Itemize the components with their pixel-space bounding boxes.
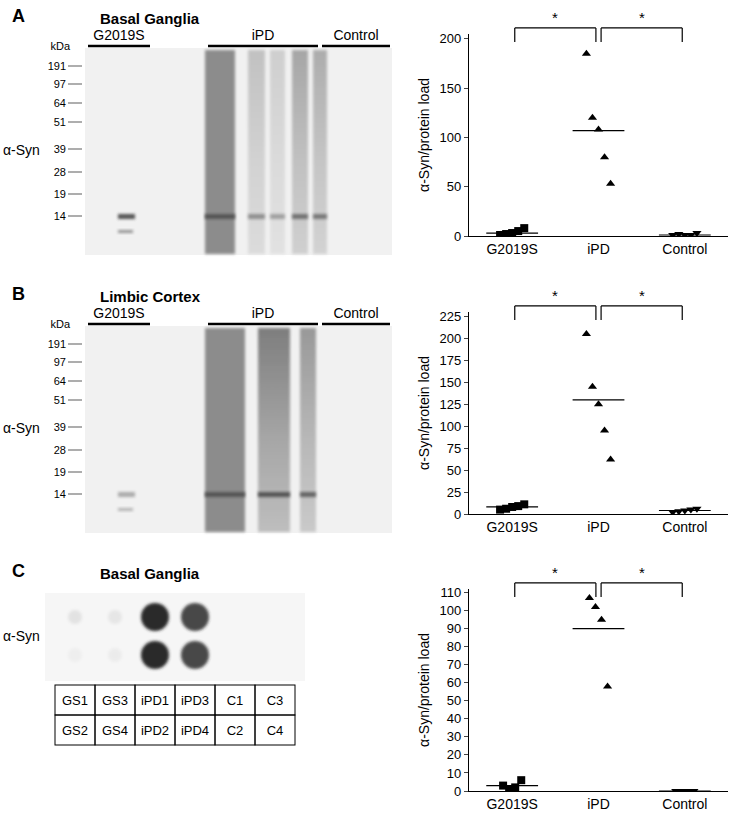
svg-text:*: *: [639, 9, 645, 26]
svg-text:20: 20: [447, 747, 461, 762]
svg-text:200: 200: [439, 31, 461, 46]
svg-text:α-Syn/protein load: α-Syn/protein load: [416, 633, 432, 747]
svg-text:iPD2: iPD2: [141, 723, 169, 738]
svg-text:25: 25: [447, 485, 461, 500]
svg-text:150: 150: [439, 81, 461, 96]
svg-text:C2: C2: [227, 723, 244, 738]
svg-text:α-Syn: α-Syn: [3, 420, 40, 436]
svg-text:97: 97: [54, 356, 66, 368]
svg-text:α-Syn: α-Syn: [3, 142, 40, 158]
svg-text:GS2: GS2: [62, 723, 88, 738]
svg-text:C3: C3: [267, 693, 284, 708]
svg-text:100: 100: [439, 130, 461, 145]
svg-text:G2019S: G2019S: [486, 519, 537, 535]
svg-text:50: 50: [447, 179, 461, 194]
svg-text:*: *: [552, 287, 558, 304]
svg-text:19: 19: [54, 466, 66, 478]
svg-text:80: 80: [447, 639, 461, 654]
svg-text:97: 97: [54, 78, 66, 90]
svg-text:191: 191: [48, 338, 66, 350]
svg-text:Control: Control: [662, 241, 707, 257]
svg-text:19: 19: [54, 188, 66, 200]
svg-text:175: 175: [439, 353, 461, 368]
svg-text:28: 28: [54, 444, 66, 456]
svg-text:14: 14: [54, 488, 66, 500]
svg-text:50: 50: [447, 463, 461, 478]
svg-text:G2019S: G2019S: [486, 241, 537, 257]
svg-text:α-Syn/protein load: α-Syn/protein load: [416, 78, 432, 192]
svg-text:kDa: kDa: [50, 318, 70, 330]
svg-text:39: 39: [54, 143, 66, 155]
svg-text:iPD: iPD: [587, 519, 610, 535]
svg-text:90: 90: [447, 621, 461, 636]
svg-text:α-Syn/protein load: α-Syn/protein load: [416, 356, 432, 470]
svg-text:Basal Ganglia: Basal Ganglia: [100, 565, 200, 582]
svg-text:51: 51: [54, 394, 66, 406]
svg-text:*: *: [552, 9, 558, 26]
svg-text:*: *: [639, 564, 645, 581]
svg-text:100: 100: [439, 603, 461, 618]
svg-text:30: 30: [447, 729, 461, 744]
svg-text:C4: C4: [267, 723, 284, 738]
svg-text:70: 70: [447, 657, 461, 672]
svg-text:100: 100: [439, 419, 461, 434]
svg-text:C: C: [12, 561, 25, 581]
svg-text:A: A: [12, 6, 25, 26]
svg-text:GS4: GS4: [102, 723, 128, 738]
svg-text:GS1: GS1: [62, 693, 88, 708]
svg-text:51: 51: [54, 116, 66, 128]
svg-text:kDa: kDa: [50, 40, 70, 52]
svg-text:iPD: iPD: [587, 241, 610, 257]
svg-text:*: *: [639, 287, 645, 304]
svg-text:Control: Control: [333, 305, 378, 321]
svg-text:B: B: [12, 284, 25, 304]
svg-text:28: 28: [54, 166, 66, 178]
svg-text:*: *: [552, 564, 558, 581]
svg-text:39: 39: [54, 421, 66, 433]
svg-text:G2019S: G2019S: [93, 305, 144, 321]
svg-text:iPD1: iPD1: [141, 693, 169, 708]
svg-text:G2019S: G2019S: [486, 796, 537, 812]
svg-text:0: 0: [454, 229, 461, 244]
svg-text:Control: Control: [333, 27, 378, 43]
svg-text:C1: C1: [227, 693, 244, 708]
svg-text:10: 10: [447, 766, 461, 781]
svg-text:0: 0: [454, 507, 461, 522]
svg-text:iPD: iPD: [587, 796, 610, 812]
svg-text:iPD: iPD: [252, 305, 275, 321]
svg-text:125: 125: [439, 397, 461, 412]
svg-text:64: 64: [54, 375, 66, 387]
svg-text:50: 50: [447, 693, 461, 708]
svg-text:Limbic Cortex: Limbic Cortex: [100, 288, 201, 305]
svg-text:191: 191: [48, 60, 66, 72]
svg-text:GS3: GS3: [102, 693, 128, 708]
svg-text:Control: Control: [662, 519, 707, 535]
svg-text:Control: Control: [662, 796, 707, 812]
svg-text:iPD: iPD: [252, 27, 275, 43]
svg-text:64: 64: [54, 97, 66, 109]
svg-text:40: 40: [447, 711, 461, 726]
svg-text:iPD3: iPD3: [181, 693, 209, 708]
svg-text:α-Syn: α-Syn: [3, 628, 40, 644]
svg-text:G2019S: G2019S: [93, 27, 144, 43]
svg-text:Basal Ganglia: Basal Ganglia: [100, 10, 200, 27]
svg-text:60: 60: [447, 675, 461, 690]
svg-text:iPD4: iPD4: [181, 723, 209, 738]
svg-text:200: 200: [439, 331, 461, 346]
svg-text:14: 14: [54, 210, 66, 222]
svg-text:150: 150: [439, 375, 461, 390]
svg-text:110: 110: [440, 585, 461, 600]
svg-text:225: 225: [439, 309, 461, 324]
svg-text:75: 75: [447, 441, 461, 456]
svg-text:0: 0: [454, 784, 461, 799]
